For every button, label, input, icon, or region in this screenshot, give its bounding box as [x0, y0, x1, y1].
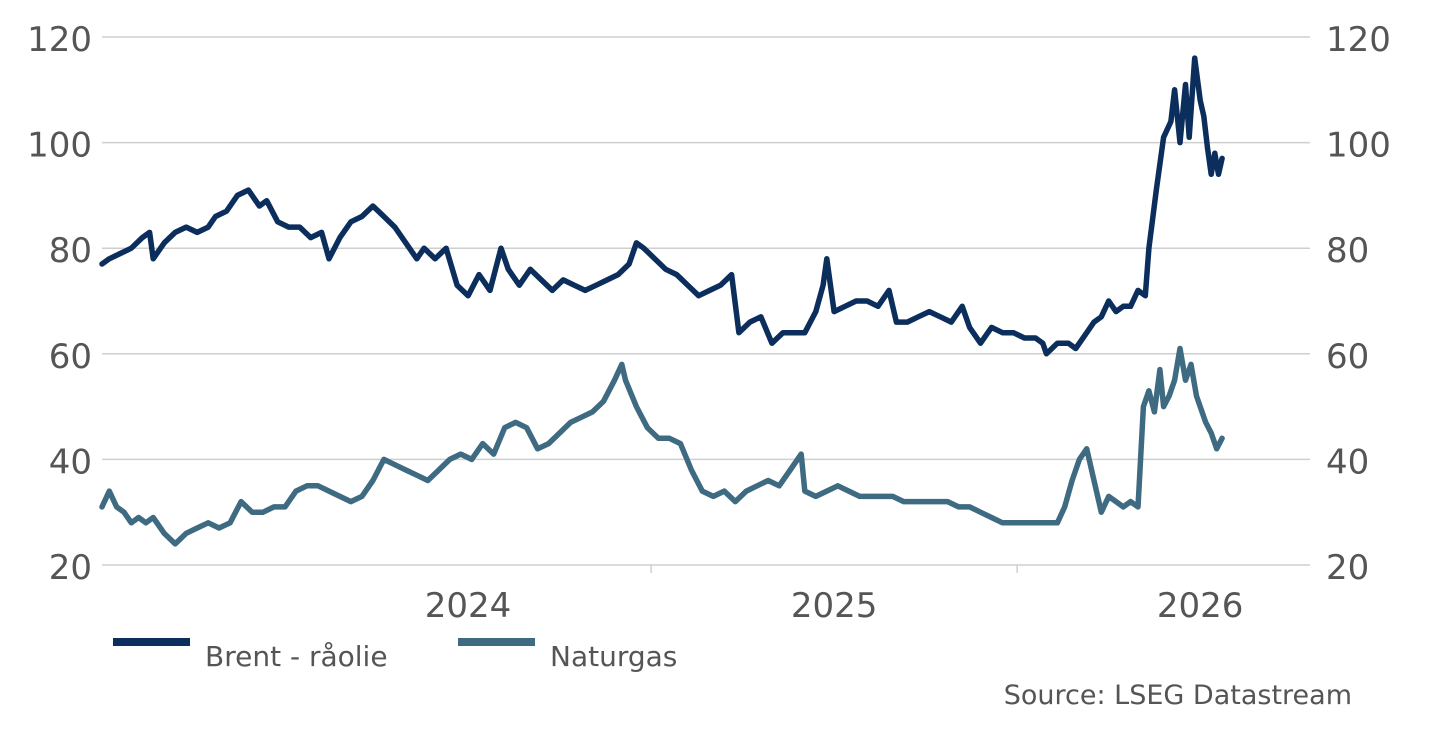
series-layer	[99, 55, 1225, 547]
y-tick-right-40: 40	[1326, 442, 1369, 482]
y-tick-left-40: 40	[49, 442, 92, 482]
y-tick-left-60: 60	[49, 337, 92, 377]
y-tick-left-20: 20	[49, 548, 92, 588]
legend-label-brent: Brent - råolie	[205, 640, 388, 673]
y-tick-right-20: 20	[1326, 548, 1369, 588]
legend-label-naturgas: Naturgas	[550, 640, 677, 673]
x-tick-2024: 2024	[425, 586, 512, 626]
series-line-naturgas	[99, 345, 1225, 547]
grid-layer	[102, 36, 1310, 566]
series-line-brent	[99, 55, 1225, 357]
y-tick-left-80: 80	[49, 231, 92, 271]
x-tick-2026: 2026	[1157, 586, 1244, 626]
y-tick-right-120: 120	[1326, 20, 1391, 60]
legend: Brent - råolie Naturgas	[113, 638, 677, 673]
y-tick-right-60: 60	[1326, 337, 1369, 377]
source-note: Source: LSEG Datastream	[1004, 680, 1352, 711]
y-tick-left-120: 120	[27, 20, 92, 60]
y-tick-left-100: 100	[27, 126, 92, 166]
axis-layer: 20 20 40 40 60 60 80 80 100 100 120 120 2024 2025 2026	[27, 20, 1391, 626]
y-tick-right-80: 80	[1326, 231, 1369, 271]
x-tick-2025: 2025	[791, 586, 878, 626]
y-tick-right-100: 100	[1326, 126, 1391, 166]
